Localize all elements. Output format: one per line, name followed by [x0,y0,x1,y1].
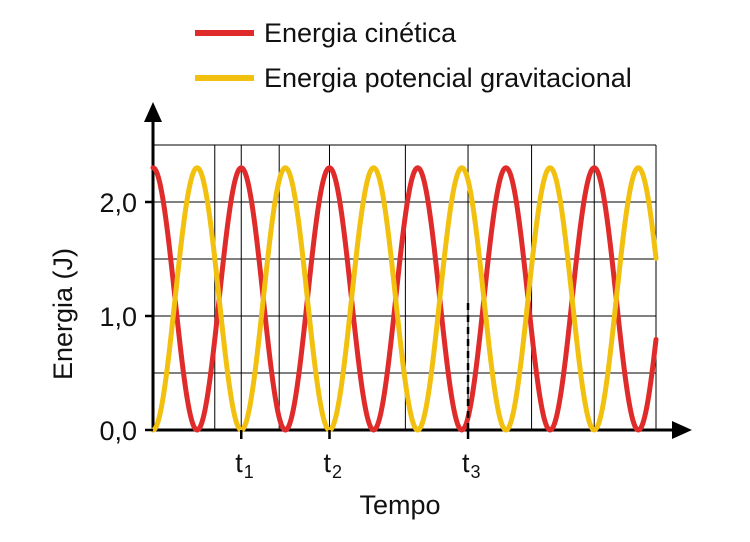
series-layer [150,165,659,433]
x-tick-subscript: 1 [244,462,254,482]
ticks: 0,0 1,0 2,0 t1 t2 t3 [99,188,480,482]
y-tick-label: 0,0 [99,416,137,446]
legend-label-kinetic: Energia cinética [264,18,457,48]
x-tick-label: t2 [323,448,342,482]
x-tick-label: t3 [462,448,481,482]
x-tick-label: t1 [235,448,254,482]
grid [153,144,657,430]
x-axis-title: Tempo [359,490,440,520]
y-tick-label: 2,0 [99,188,137,218]
x-tick-subscript: 3 [471,462,481,482]
series-line-energia-potencial [150,165,659,433]
legend-label-potential: Energia potencial gravitacional [264,63,632,93]
axes [144,102,692,439]
x-tick-subscript: 2 [332,462,342,482]
x-axis-arrow [672,421,692,439]
y-tick-label: 1,0 [99,302,137,332]
y-axis-arrow [144,102,162,122]
y-axis-title: Energia (J) [48,248,78,380]
legend: Energia cinética Energia potencial gravi… [195,18,632,93]
